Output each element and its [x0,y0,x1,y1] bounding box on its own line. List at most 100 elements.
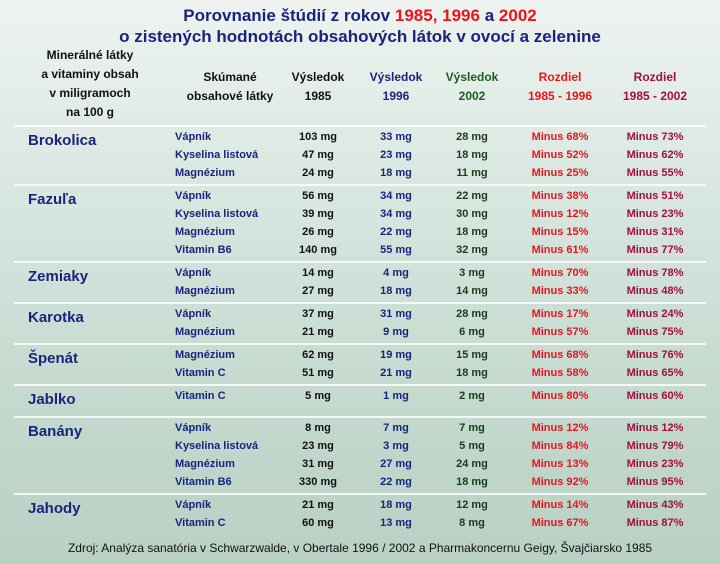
value-cell: 7 mg [459,422,485,434]
value-cell: Minus 77% [626,244,684,256]
value-cell: 3 mg [383,440,409,452]
value-cell: Minus 92% [531,476,589,488]
footer: Zdroj: Analýza sanatória v Schwarzwalde,… [67,541,653,555]
value-cell: Minus 31% [626,226,684,238]
substance: Magnézium [175,326,235,338]
value-cell: Minus 12% [531,208,589,220]
group-name: Jablko [28,391,76,408]
value-cell: 22 mg [456,190,488,202]
value-cell: 37 mg [302,308,334,320]
value-cell: Minus 76% [626,349,684,361]
value-cell: Minus 12% [626,422,684,434]
value-cell: 51 mg [302,367,334,379]
value-cell: Minus 75% [626,326,684,338]
value-cell: 21 mg [302,499,334,511]
value-cell: 26 mg [302,226,334,238]
column-header: Rozdiel [633,70,677,84]
value-cell: 31 mg [302,458,334,470]
value-cell: Minus 52% [531,149,589,161]
substance: Vápník [175,190,212,202]
column-header: 1996 [382,89,410,103]
value-cell: Minus 73% [626,131,684,143]
value-cell: 18 mg [456,476,488,488]
value-cell: Minus 60% [626,390,684,402]
value-cell: 56 mg [302,190,334,202]
group-separator [14,184,706,186]
value-cell: 30 mg [456,208,488,220]
value-cell: Minus 57% [531,326,589,338]
value-cell: Minus 51% [626,190,684,202]
value-cell: Minus 33% [531,285,589,297]
value-cell: 3 mg [459,267,485,279]
column-header: Výsledok [291,70,345,84]
unit-note: na 100 g [65,105,115,119]
value-cell: Minus 68% [531,349,589,361]
value-cell: Minus 67% [531,517,589,529]
value-cell: 21 mg [380,367,412,379]
column-header: 1985 - 1996 [527,89,593,103]
title-text: a [484,6,495,25]
substance: Kyselina listová [175,149,259,161]
substance: Vitamin C [175,367,226,379]
value-cell: Minus 84% [531,440,589,452]
value-cell: 2 mg [459,390,485,402]
value-cell: 23 mg [302,440,334,452]
value-cell: Minus 62% [626,149,684,161]
value-cell: Minus 58% [531,367,589,379]
substance: Vápník [175,499,212,511]
column-header: 1985 [304,89,332,103]
group-separator [14,416,706,418]
value-cell: Minus 61% [531,244,589,256]
group-separator [14,384,706,386]
substance: Kyselina listová [175,208,259,220]
value-cell: 1 mg [383,390,409,402]
value-cell: 14 mg [302,267,334,279]
value-cell: Minus 12% [531,422,589,434]
title-year: 2002 [498,6,537,25]
value-cell: 18 mg [380,285,412,297]
value-cell: Minus 23% [626,458,684,470]
value-cell: Minus 55% [626,167,684,179]
title-line1: Porovnanie štúdií z rokov 1985, 1996 a 2… [0,6,720,26]
value-cell: 22 mg [380,226,412,238]
title-text: Porovnanie štúdií z rokov [183,6,391,25]
value-cell: 8 mg [305,422,331,434]
value-cell: 7 mg [383,422,409,434]
substance: Vitamin C [175,517,226,529]
value-cell: 18 mg [456,226,488,238]
group-separator [14,343,706,345]
title-years: 1985, 1996 [394,6,480,25]
value-cell: 4 mg [383,267,409,279]
value-cell: 24 mg [302,167,334,179]
value-cell: 34 mg [380,190,412,202]
value-cell: 23 mg [380,149,412,161]
substance: Magnézium [175,167,235,179]
substance: Vitamin C [175,390,226,402]
unit-note: a vitaminy obsah [41,67,139,81]
value-cell: 27 mg [380,458,412,470]
value-cell: 33 mg [380,131,412,143]
value-cell: 11 mg [456,167,488,179]
value-cell: 18 mg [380,499,412,511]
value-cell: 8 mg [459,517,485,529]
value-cell: Minus 13% [531,458,589,470]
group-name: Brokolica [28,132,97,149]
column-header: Rozdiel [538,70,582,84]
value-cell: 31 mg [380,308,412,320]
group-name: Zemiaky [28,268,89,285]
value-cell: 9 mg [383,326,409,338]
value-cell: Minus 15% [531,226,589,238]
column-header: Výsledok [445,70,499,84]
value-cell: Minus 70% [531,267,589,279]
value-cell: 47 mg [302,149,334,161]
group-name: Karotka [28,309,84,326]
unit-note: v miligramoch [49,86,131,100]
value-cell: Minus 79% [626,440,684,452]
unit-note: Minerálné látky [46,48,134,62]
value-cell: 15 mg [456,349,488,361]
value-cell: 27 mg [302,285,334,297]
value-cell: Minus 17% [531,308,589,320]
column-header: 1985 - 2002 [622,89,688,103]
value-cell: 18 mg [456,367,488,379]
